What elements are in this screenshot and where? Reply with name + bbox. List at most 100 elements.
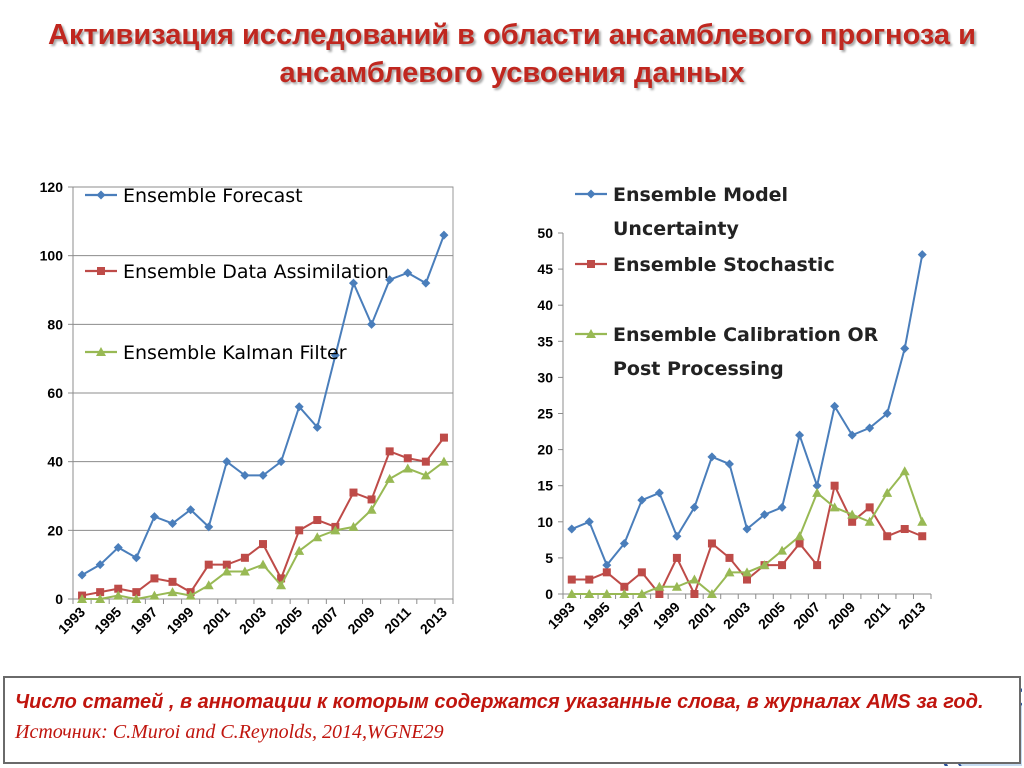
data-point <box>276 580 287 590</box>
data-point <box>777 545 788 555</box>
series-1 <box>567 481 927 598</box>
data-point <box>168 518 178 528</box>
x-tick-label: 1997 <box>127 604 160 637</box>
data-point <box>149 590 160 600</box>
data-point <box>882 487 893 497</box>
legend-label-2: Ensemble Kalman Filter <box>123 342 347 364</box>
data-point <box>777 502 787 512</box>
series-1 <box>78 433 448 600</box>
data-point <box>367 319 377 329</box>
caption-text: Число статей , в аннотации к которым сод… <box>15 691 984 713</box>
data-point <box>131 594 142 603</box>
x-tick-label: 2009 <box>825 599 858 632</box>
page-title: Активизация исследований в области ансам… <box>48 19 976 89</box>
y-tick-label: 20 <box>537 442 553 458</box>
x-tick-label: 2001 <box>685 599 718 632</box>
data-point <box>865 423 875 433</box>
data-point <box>759 560 770 570</box>
data-point <box>584 517 594 527</box>
data-point <box>917 516 928 526</box>
data-point <box>96 588 105 597</box>
data-point <box>330 525 341 535</box>
x-tick-label: 1995 <box>580 599 613 632</box>
data-point <box>367 495 376 504</box>
data-point <box>131 553 141 563</box>
y-tick-label: 60 <box>47 385 63 401</box>
y-tick-label: 120 <box>40 179 64 195</box>
data-point <box>149 512 159 522</box>
data-point <box>847 430 857 440</box>
data-point <box>349 488 358 497</box>
data-point <box>420 470 431 480</box>
legend-marker-0 <box>586 189 596 199</box>
data-point <box>186 505 196 515</box>
data-point <box>258 470 268 480</box>
data-point <box>312 422 322 432</box>
data-point <box>778 561 787 570</box>
data-point <box>439 230 449 240</box>
data-point <box>313 516 322 525</box>
data-point <box>636 589 647 598</box>
chart-right: 0 5 10 15 20 25 30 35 40 45 50 1993 1995 1997 1999 2001… <box>537 184 932 632</box>
data-point <box>602 568 611 577</box>
x-tick-label: 1995 <box>91 604 124 637</box>
legend-label-1: Ensemble Stochastic <box>613 254 835 276</box>
data-point <box>439 433 448 442</box>
data-point <box>690 590 699 598</box>
series-0 <box>77 230 449 580</box>
x-tick-label: 2013 <box>895 599 928 632</box>
y-tick-label: 15 <box>537 478 553 494</box>
data-point <box>330 350 340 360</box>
data-point <box>403 268 413 278</box>
legend-marker-2 <box>586 329 596 338</box>
data-point <box>848 517 857 526</box>
data-point <box>865 503 874 512</box>
x-tick-label: 2009 <box>344 604 377 637</box>
legend: Ensemble Model Uncertainty Ensemble Stocha… <box>575 184 879 380</box>
data-point <box>421 278 431 288</box>
data-point <box>185 590 196 600</box>
data-point <box>77 594 88 603</box>
legend-marker-2 <box>96 347 106 356</box>
x-tick-label: 1999 <box>163 604 196 637</box>
data-point <box>366 504 377 514</box>
data-point <box>724 567 735 577</box>
data-point <box>724 459 734 469</box>
data-point <box>672 531 682 541</box>
data-point <box>900 525 909 534</box>
data-point <box>917 250 927 260</box>
data-point <box>239 566 250 576</box>
x-tick-label: 2003 <box>236 604 269 637</box>
x-tick-label: 1993 <box>545 599 578 632</box>
data-point <box>918 532 927 541</box>
data-point <box>637 568 646 577</box>
data-point <box>812 481 822 491</box>
data-point <box>312 532 323 542</box>
data-point <box>689 502 699 512</box>
data-point <box>585 575 594 584</box>
data-point <box>240 470 250 480</box>
data-point <box>567 524 577 534</box>
y-tick-label: 35 <box>537 333 553 349</box>
x-tick-label: 2011 <box>381 604 414 637</box>
y-tick-label: 25 <box>537 406 553 422</box>
data-point <box>830 401 840 411</box>
data-point <box>706 589 717 598</box>
data-point <box>707 452 717 462</box>
y-tick-label: 100 <box>40 248 64 264</box>
x-tick-label: 2011 <box>861 599 894 632</box>
data-point <box>847 509 858 519</box>
data-point <box>167 587 178 597</box>
data-point <box>222 560 231 569</box>
data-point <box>725 553 734 562</box>
legend-label-0: Uncertainty <box>613 218 739 240</box>
data-point <box>384 473 395 483</box>
data-point <box>795 430 805 440</box>
data-point <box>259 540 267 549</box>
data-point <box>619 589 630 598</box>
y-tick-label: 20 <box>47 522 63 538</box>
data-point <box>438 456 449 466</box>
data-point <box>132 588 141 597</box>
data-point <box>584 589 595 598</box>
